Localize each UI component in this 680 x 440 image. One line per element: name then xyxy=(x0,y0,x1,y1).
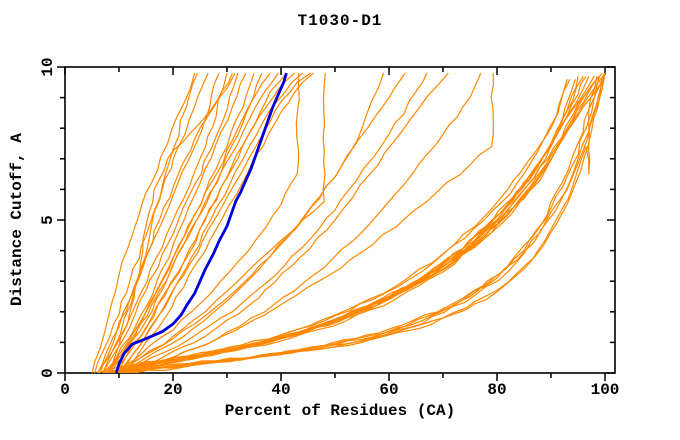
model-curve xyxy=(135,72,606,373)
model-curve xyxy=(110,72,198,373)
model-curve xyxy=(99,72,233,373)
model-curve xyxy=(113,72,295,373)
y-tick-label: 10 xyxy=(39,57,57,76)
model-curve xyxy=(124,72,603,373)
model-curve xyxy=(118,72,312,373)
x-tick-label: 0 xyxy=(60,381,70,399)
model-curve xyxy=(94,72,209,373)
model-curve xyxy=(108,75,584,373)
model-curve xyxy=(102,72,236,373)
model-curve xyxy=(124,72,606,373)
model-curve xyxy=(118,75,601,373)
chart-title: T1030-D1 xyxy=(297,12,383,30)
model-curve xyxy=(123,72,314,373)
model-curve xyxy=(108,76,579,373)
y-axis-label: Distance Cutoff, A xyxy=(8,133,26,307)
model-curve xyxy=(113,73,300,373)
x-tick-label: 80 xyxy=(487,381,506,399)
model-curve xyxy=(108,76,598,373)
model-curve xyxy=(129,72,449,373)
model-curve xyxy=(118,72,606,373)
model-curve xyxy=(134,72,482,373)
model-curve xyxy=(102,72,247,373)
model-curve xyxy=(129,72,606,373)
highlighted-model-curve xyxy=(114,72,288,373)
x-tick-label: 40 xyxy=(271,381,290,399)
model-curve xyxy=(118,72,303,373)
y-tick-label: 5 xyxy=(39,215,57,225)
x-tick-label: 20 xyxy=(163,381,182,399)
plot-frame xyxy=(64,66,616,374)
model-curve xyxy=(91,72,196,373)
model-curve xyxy=(129,72,606,373)
model-curve xyxy=(113,72,287,373)
model-curve xyxy=(118,72,406,373)
model-curve xyxy=(110,72,279,373)
y-tick-label: 0 xyxy=(39,368,57,378)
x-tick-label: 60 xyxy=(379,381,398,399)
model-curve xyxy=(102,78,571,373)
model-curve xyxy=(102,72,239,373)
model-curve xyxy=(96,72,228,373)
model-curve xyxy=(113,75,590,373)
model-curve xyxy=(124,75,601,373)
model-curve xyxy=(113,75,587,373)
model-curve xyxy=(124,72,428,373)
model-curve xyxy=(107,72,271,373)
model-curve xyxy=(113,72,385,373)
model-curve xyxy=(118,73,326,373)
model-curve xyxy=(105,72,255,373)
model-curve xyxy=(129,72,606,373)
x-tick-label: 100 xyxy=(591,381,620,399)
x-axis-label: Percent of Residues (CA) xyxy=(224,402,456,420)
